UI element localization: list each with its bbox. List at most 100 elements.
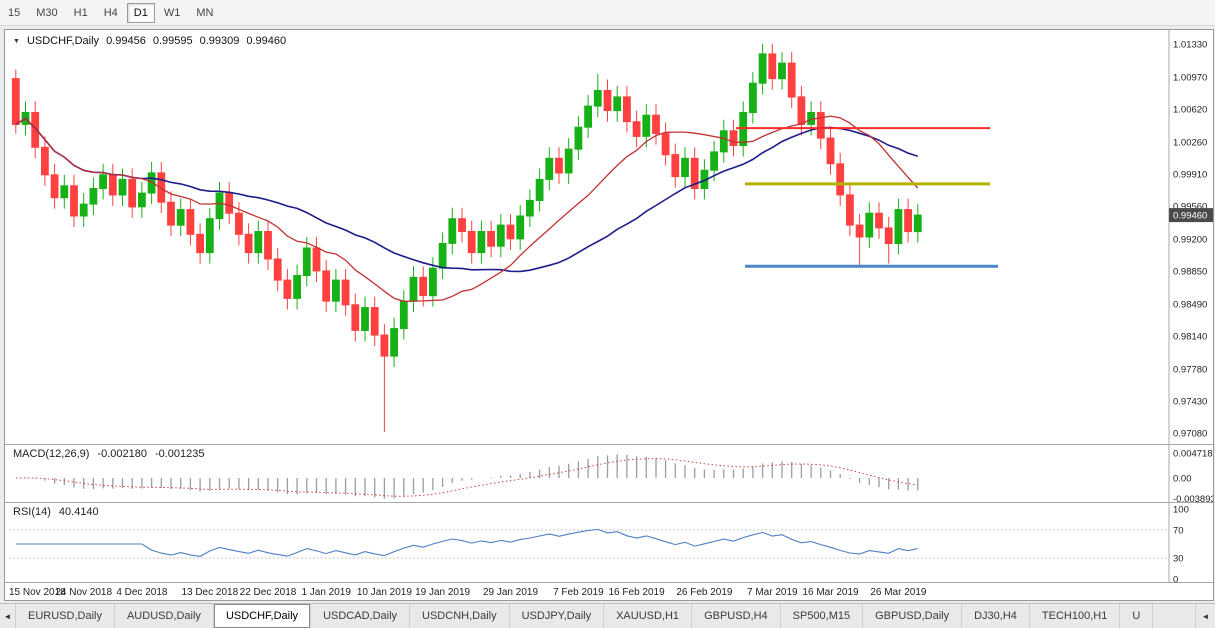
price-axis-label: 1.00260 bbox=[1173, 137, 1207, 148]
candle-body bbox=[894, 209, 903, 245]
time-axis-label: 26 Mar 2019 bbox=[870, 587, 927, 598]
candle-body bbox=[167, 201, 175, 226]
chart-tab-tech100-h1[interactable]: TECH100,H1 bbox=[1030, 604, 1121, 628]
ma-slow-line bbox=[15, 117, 919, 273]
candle-body bbox=[719, 130, 728, 153]
timeframe-button-mn[interactable]: MN bbox=[196, 6, 214, 19]
candle-body bbox=[205, 218, 214, 254]
candle-body bbox=[496, 224, 505, 247]
macd-indicator-label: MACD(12,26,9) -0.002180 -0.001235 bbox=[13, 448, 205, 460]
chart-tab-eurusd-daily[interactable]: EURUSD,Daily bbox=[16, 604, 115, 628]
timeframe-button-d1[interactable]: D1 bbox=[126, 2, 155, 23]
candle-body bbox=[535, 178, 544, 201]
macd-signal-value: -0.001235 bbox=[154, 448, 205, 460]
candle-body bbox=[225, 192, 234, 214]
candle-body bbox=[623, 96, 631, 123]
candle-body bbox=[283, 279, 292, 299]
macd-axis-label: -0.003893 bbox=[1173, 494, 1213, 505]
chart-canvas[interactable]: 1.01330 1.00970 1.00620 1.00260 0.99910 0.995… bbox=[5, 30, 1213, 600]
rsi-name: RSI(14) bbox=[13, 506, 51, 518]
chart-tab-usdjpy-daily[interactable]: USDJPY,Daily bbox=[510, 604, 605, 628]
candle-body bbox=[516, 215, 525, 240]
chart-tab-usdcad-daily[interactable]: USDCAD,Daily bbox=[311, 604, 411, 628]
candle-body bbox=[487, 231, 496, 247]
macd-name: MACD(12,26,9) bbox=[13, 448, 90, 460]
chart-tab-audusd-daily[interactable]: AUDUSD,Daily bbox=[115, 604, 214, 628]
current-price-badge-text: 0.99460 bbox=[1173, 211, 1207, 222]
rsi-axis-label: 30 bbox=[1173, 554, 1184, 565]
candle-body bbox=[419, 276, 428, 297]
rsi-axis-label: 0 bbox=[1173, 575, 1178, 586]
chart-tab-bar: ◄ EURUSD,Daily AUDUSD,Daily USDCHF,Daily USD… bbox=[0, 603, 1215, 628]
candle-body bbox=[574, 126, 583, 150]
candle-body bbox=[681, 157, 689, 178]
chart-tab-gbpusd-daily[interactable]: GBPUSD,Daily bbox=[863, 604, 963, 628]
candle-body bbox=[477, 231, 486, 254]
candle-body bbox=[758, 53, 767, 84]
rsi-value: 40.4140 bbox=[58, 506, 99, 518]
timeframe-button-15[interactable]: 15 bbox=[8, 6, 21, 19]
time-axis-label: 29 Jan 2019 bbox=[483, 587, 538, 598]
candle-body bbox=[690, 157, 699, 190]
chart-dropdown-icon[interactable]: ▼ bbox=[13, 37, 20, 45]
candle-body bbox=[41, 146, 49, 176]
chart-close-value: 0.99460 bbox=[246, 35, 287, 47]
time-axis-label: 4 Dec 2018 bbox=[116, 587, 168, 598]
chart-tab-gbpusd-h4[interactable]: GBPUSD,H4 bbox=[692, 604, 781, 628]
candle-body bbox=[467, 231, 476, 254]
chart-tab-usdchf-daily[interactable]: USDCHF,Daily bbox=[213, 604, 312, 628]
candle-body bbox=[89, 188, 98, 205]
timeframe-button-h4[interactable]: H4 bbox=[103, 6, 118, 19]
candle-body bbox=[138, 192, 146, 208]
tab-scroll-left-icon[interactable]: ◄ bbox=[0, 604, 16, 628]
candle-body bbox=[390, 328, 399, 357]
chart-window: 1.01330 1.00970 1.00620 1.00260 0.99910 0.995… bbox=[4, 29, 1214, 601]
timeframe-button-w1[interactable]: W1 bbox=[163, 6, 181, 19]
candle-body bbox=[458, 218, 466, 232]
candle-body bbox=[176, 209, 185, 226]
candle-body bbox=[70, 185, 78, 217]
candle-body bbox=[438, 243, 447, 269]
price-axis-label: 0.97080 bbox=[1173, 429, 1207, 440]
candle-body bbox=[526, 199, 534, 217]
rsi-axis-label: 70 bbox=[1173, 526, 1184, 537]
candle-body bbox=[157, 172, 166, 203]
candle-body bbox=[913, 214, 922, 233]
time-axis-label: 15 Nov 2018 bbox=[9, 587, 66, 598]
candle-body bbox=[264, 231, 272, 260]
chart-tab-xauusd-h1[interactable]: XAUUSD,H1 bbox=[604, 604, 693, 628]
price-axis-label: 0.99200 bbox=[1173, 234, 1207, 245]
candle-body bbox=[506, 224, 515, 240]
chart-tab-sp500-m15[interactable]: SP500,M15 bbox=[781, 604, 864, 628]
chart-tab-u[interactable]: U bbox=[1120, 604, 1154, 628]
time-axis-label: 13 Dec 2018 bbox=[181, 587, 238, 598]
chart-tab-dj30-h4[interactable]: DJ30,H4 bbox=[962, 604, 1030, 628]
time-axis-label: 7 Feb 2019 bbox=[553, 587, 604, 598]
candle-body bbox=[749, 82, 757, 113]
candle-body bbox=[186, 209, 195, 235]
chart-tab-usdcnh-daily[interactable]: USDCNH,Daily bbox=[410, 604, 510, 628]
candle-body bbox=[836, 163, 845, 196]
tab-scroll-right-icon[interactable]: ◄ bbox=[1195, 604, 1215, 628]
candle-body bbox=[322, 270, 331, 302]
macd-signal-line bbox=[15, 458, 918, 497]
candle-body bbox=[865, 212, 874, 238]
timeframe-button-h1[interactable]: H1 bbox=[73, 6, 88, 19]
price-axis-label: 1.00620 bbox=[1173, 104, 1207, 115]
candle-body bbox=[904, 209, 913, 233]
candle-body bbox=[778, 62, 786, 80]
candle-body bbox=[448, 218, 457, 244]
price-axis-label: 1.00970 bbox=[1173, 72, 1207, 83]
candle-body bbox=[215, 192, 224, 220]
candle-body bbox=[409, 276, 418, 302]
rsi-axis-label: 100 bbox=[1173, 505, 1189, 516]
candle-body bbox=[244, 233, 253, 254]
timeframe-toolbar: 15 M30 H1 H4 D1 W1 MN bbox=[0, 0, 1215, 26]
price-axis-label: 0.98140 bbox=[1173, 331, 1207, 342]
candle-body bbox=[60, 185, 69, 199]
candle-body bbox=[254, 231, 263, 254]
timeframe-button-m30[interactable]: M30 bbox=[36, 6, 58, 19]
time-axis-label: 26 Feb 2019 bbox=[676, 587, 733, 598]
candle-body bbox=[603, 90, 612, 112]
candle-body bbox=[11, 78, 20, 125]
